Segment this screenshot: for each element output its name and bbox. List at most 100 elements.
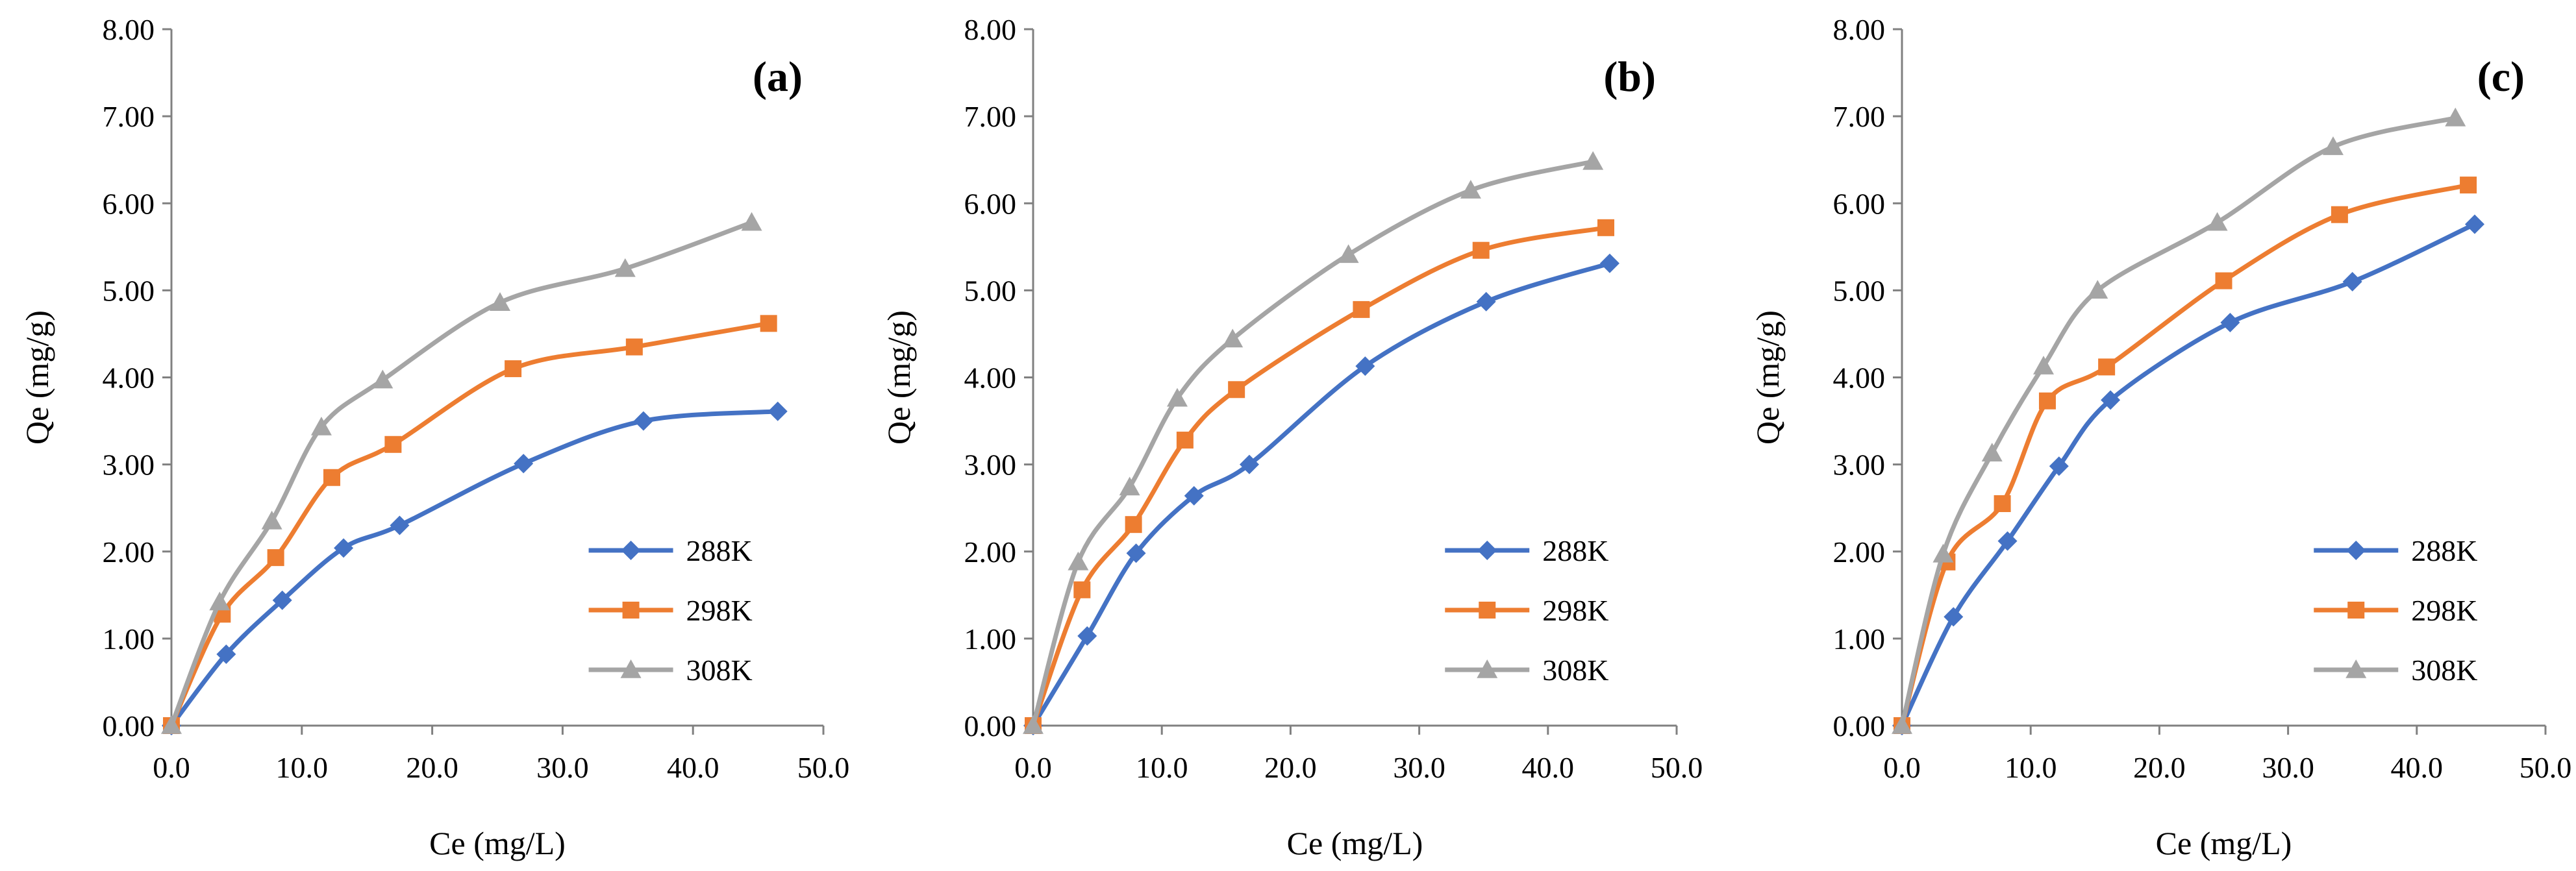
y-tick-label: 0.00 <box>103 709 155 742</box>
legend-label: 288K <box>1542 534 1608 567</box>
data-point <box>2101 390 2121 410</box>
legend-label: 308K <box>686 654 753 687</box>
legend-marker <box>620 659 642 678</box>
data-point <box>2220 313 2240 333</box>
data-point <box>272 590 292 610</box>
data-point <box>2342 271 2362 291</box>
y-tick-label: 2.00 <box>964 535 1017 569</box>
x-tick-label: 10.0 <box>1136 751 1188 784</box>
chart-panel-1: 0.00 1.00 2.00 3.00 4.00 5.00 6.00 7.00 8.00 0.0 1… <box>19 13 849 861</box>
data-point <box>1981 443 2003 461</box>
data-point <box>1599 253 1619 273</box>
y-tick-label: 1.00 <box>103 622 155 656</box>
data-point <box>768 401 788 421</box>
x-axis-label: Ce (mg/L) <box>429 825 566 861</box>
y-tick-label: 4.00 <box>964 362 1017 395</box>
y-tick-label: 2.00 <box>103 535 155 569</box>
y-tick-label: 5.00 <box>103 274 155 307</box>
x-tick-label: 50.0 <box>2520 751 2572 784</box>
x-tick-label: 20.0 <box>2133 751 2186 784</box>
y-tick-label: 2.00 <box>1833 535 1886 569</box>
legend-marker <box>2345 659 2367 678</box>
data-point <box>1338 244 1359 264</box>
data-point <box>2445 107 2466 127</box>
data-point <box>1184 485 1204 506</box>
y-tick-label: 1.00 <box>1833 622 1886 656</box>
legend-label: 298K <box>2411 594 2477 627</box>
panel-label: (a) <box>753 53 803 101</box>
y-tick-label: 6.00 <box>964 187 1017 220</box>
data-point <box>334 538 354 558</box>
data-point <box>2033 356 2055 374</box>
chart-panel-3: 0.00 1.00 2.00 3.00 4.00 5.00 6.00 7.00 8.00 0.0 1… <box>1749 13 2571 861</box>
data-point <box>2464 214 2484 234</box>
data-point <box>1077 626 1097 646</box>
data-point <box>1023 715 1044 734</box>
data-point <box>310 416 332 436</box>
legend-marker <box>1479 602 1496 619</box>
y-tick-label: 8.00 <box>103 13 155 46</box>
data-point <box>216 644 236 665</box>
y-tick-label: 7.00 <box>103 100 155 133</box>
legend-label: 308K <box>1542 654 1608 687</box>
x-tick-label: 20.0 <box>1264 751 1317 784</box>
legend-marker <box>2347 602 2365 619</box>
data-point <box>1222 328 1244 348</box>
x-tick-label: 0.0 <box>1014 751 1052 784</box>
y-tick-label: 5.00 <box>1833 274 1886 307</box>
y-axis-label: Qe (mg/g) <box>1749 310 1786 445</box>
chart-panel-2: 0.00 1.00 2.00 3.00 4.00 5.00 6.00 7.00 8.00 0.0 1… <box>881 13 1703 861</box>
y-tick-label: 1.00 <box>964 622 1017 656</box>
data-point <box>514 454 534 474</box>
y-tick-label: 8.00 <box>964 13 1017 46</box>
x-tick-label: 20.0 <box>406 751 458 784</box>
y-tick-label: 6.00 <box>1833 187 1886 220</box>
y-axis-label: Qe (mg/g) <box>19 310 55 445</box>
x-tick-label: 0.0 <box>153 751 190 784</box>
legend-label: 298K <box>686 594 753 627</box>
x-tick-label: 0.0 <box>1883 751 1921 784</box>
data-point <box>1073 581 1091 598</box>
data-point <box>1239 454 1259 474</box>
series-308K <box>161 212 762 734</box>
y-tick-label: 7.00 <box>964 100 1017 133</box>
data-point <box>372 369 394 389</box>
x-tick-label: 50.0 <box>797 751 850 784</box>
data-point <box>1997 531 2018 551</box>
data-point <box>1228 381 1245 399</box>
data-point <box>1460 180 1481 199</box>
data-point <box>2087 280 2108 299</box>
data-point <box>760 315 777 332</box>
x-tick-label: 40.0 <box>667 751 719 784</box>
data-point <box>1068 551 1089 570</box>
x-tick-label: 10.0 <box>276 751 329 784</box>
legend-marker <box>621 541 641 560</box>
data-point <box>2215 272 2232 289</box>
y-axis-label: Qe (mg/g) <box>881 310 917 445</box>
data-point <box>1353 301 1370 318</box>
legend-label: 308K <box>2411 654 2477 687</box>
x-tick-label: 30.0 <box>536 751 589 784</box>
data-point <box>625 338 643 356</box>
data-point <box>2207 212 2228 231</box>
data-point <box>323 469 340 486</box>
x-tick-label: 40.0 <box>2391 751 2444 784</box>
y-tick-label: 8.00 <box>1833 13 1886 46</box>
data-point <box>2331 206 2348 223</box>
y-tick-label: 0.00 <box>1833 709 1886 742</box>
y-tick-label: 4.00 <box>103 362 155 395</box>
data-point <box>633 411 653 431</box>
data-point <box>209 591 231 611</box>
y-tick-label: 3.00 <box>103 448 155 482</box>
y-tick-label: 3.00 <box>964 448 1017 482</box>
panel-label: (c) <box>2477 53 2525 101</box>
data-point <box>161 715 182 734</box>
x-axis-label: Ce (mg/L) <box>1287 825 1423 861</box>
x-tick-label: 30.0 <box>1393 751 1445 784</box>
series-308K <box>1892 107 2466 734</box>
legend: 288K 298K 308K <box>2314 534 2477 687</box>
data-point <box>1125 516 1142 534</box>
data-point <box>1355 356 1375 376</box>
legend-label: 298K <box>1542 594 1608 627</box>
legend-marker <box>622 602 640 619</box>
